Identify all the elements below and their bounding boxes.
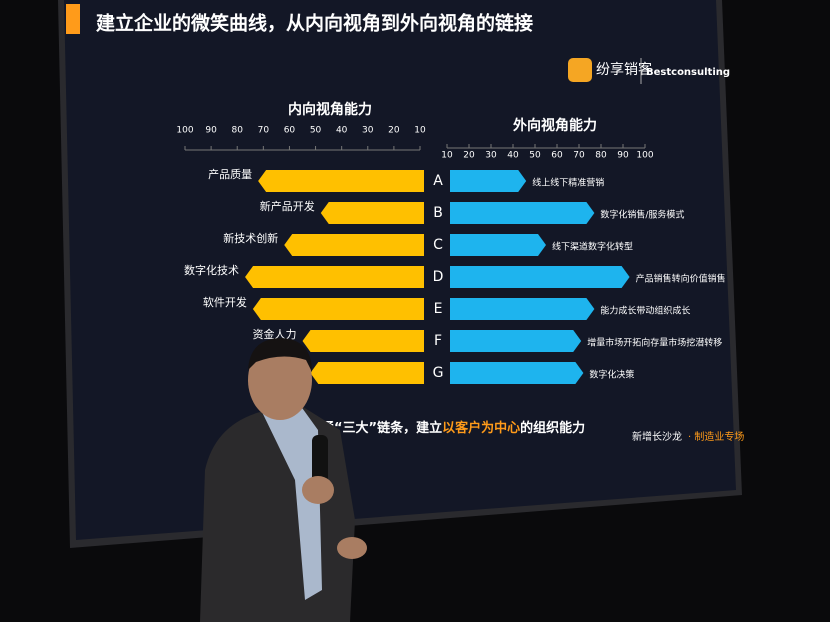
x-tick-label: 70 (573, 151, 585, 161)
x-tick-label: 10 (441, 151, 453, 161)
hand (302, 476, 334, 504)
left-bar (284, 234, 424, 256)
left-bar (302, 330, 424, 352)
left-label: 新技术创新 (223, 231, 278, 245)
left-label: 软件开发 (203, 295, 247, 309)
right-axis-title: 外向视角能力 (513, 117, 597, 134)
speaker (200, 338, 367, 622)
x-tick-label: 20 (388, 126, 400, 136)
left-bar (310, 362, 424, 384)
x-tick-label: 10 (414, 126, 426, 136)
head (248, 340, 312, 420)
x-tick-label: 30 (362, 126, 374, 136)
right-bar (450, 170, 527, 192)
x-tick-label: 80 (595, 151, 607, 161)
x-tick-label: 100 (636, 151, 653, 161)
note-part: 的组织能力 (520, 420, 585, 436)
left-axis-title: 内向视角能力 (288, 101, 372, 118)
right-label: 线上线下精准营销 (532, 177, 604, 189)
left-label: 数字化技术 (184, 263, 239, 277)
logo-left: 纷享销客 (596, 61, 652, 78)
hand (337, 537, 367, 559)
right-bar (450, 298, 595, 320)
title-marker (66, 4, 80, 34)
right-bar (450, 362, 584, 384)
footer-part: 新增长沙龙 (632, 430, 682, 443)
x-tick-label: 70 (258, 126, 270, 136)
x-tick-label: 30 (485, 151, 497, 161)
right-label: 能力成长带动组织成长 (600, 305, 690, 317)
left-label: 新产品开发 (260, 199, 315, 213)
x-tick-label: 90 (205, 126, 217, 136)
left-bar (320, 202, 424, 224)
category-letter: E (434, 301, 443, 317)
shirt (262, 405, 322, 600)
category-letter: C (433, 237, 443, 253)
x-tick-label: 50 (310, 126, 322, 136)
note-part: 打通“三大”链条，建立 (308, 420, 442, 436)
slide-title: 建立企业的微笑曲线，从内向视角到外向视角的链接 (96, 12, 533, 35)
note: 打通“三大”链条，建立以客户为中心的组织能力 (308, 420, 585, 436)
x-tick-label: 40 (507, 151, 519, 161)
category-letter: F (434, 333, 442, 349)
x-tick-label: 50 (529, 151, 541, 161)
category-letter: G (433, 365, 444, 381)
category-letter: B (433, 205, 443, 221)
left-bar (245, 266, 424, 288)
plot: 100 90 80 70 60 50 40 30 20 10 10 20 30 40 50 60 70 80 90 1… (176, 126, 726, 384)
left-label: 产品质量 (208, 167, 252, 181)
footer-part: · (688, 432, 694, 443)
right-bar (450, 330, 582, 352)
right-bar (450, 202, 595, 224)
hair (248, 338, 312, 372)
x-tick-label: 20 (463, 151, 475, 161)
footer-part: 制造业专场 (694, 430, 744, 443)
right-bar (450, 234, 546, 256)
right-bar (450, 266, 630, 288)
category-letter: A (433, 173, 443, 189)
x-tick-label: 60 (551, 151, 563, 161)
right-label: 数字化销售/服务模式 (600, 209, 684, 221)
left-label: 资金人力 (253, 327, 297, 341)
right-label: 产品销售转向价值销售 (636, 273, 726, 285)
right-label: 线下渠道数字化转型 (552, 241, 633, 253)
note-highlight: 以客户为中心 (442, 420, 520, 436)
microphone (312, 435, 328, 485)
x-tick-label: 90 (617, 151, 629, 161)
x-tick-label: 60 (284, 126, 296, 136)
right-label: 数字化决策 (589, 369, 634, 381)
logo-icon (568, 58, 592, 82)
left-bar (258, 170, 424, 192)
x-tick-label: 100 (176, 126, 193, 136)
footer: 新增长沙龙 · 制造业专场 (632, 430, 744, 443)
category-letter: D (433, 269, 444, 285)
logo-right: Bestconsulting (646, 67, 730, 78)
x-tick-label: 80 (231, 126, 243, 136)
x-tick-label: 40 (336, 126, 348, 136)
right-label: 增量市场开拓向存量市场挖潜转移 (587, 337, 722, 349)
left-bar (252, 298, 424, 320)
